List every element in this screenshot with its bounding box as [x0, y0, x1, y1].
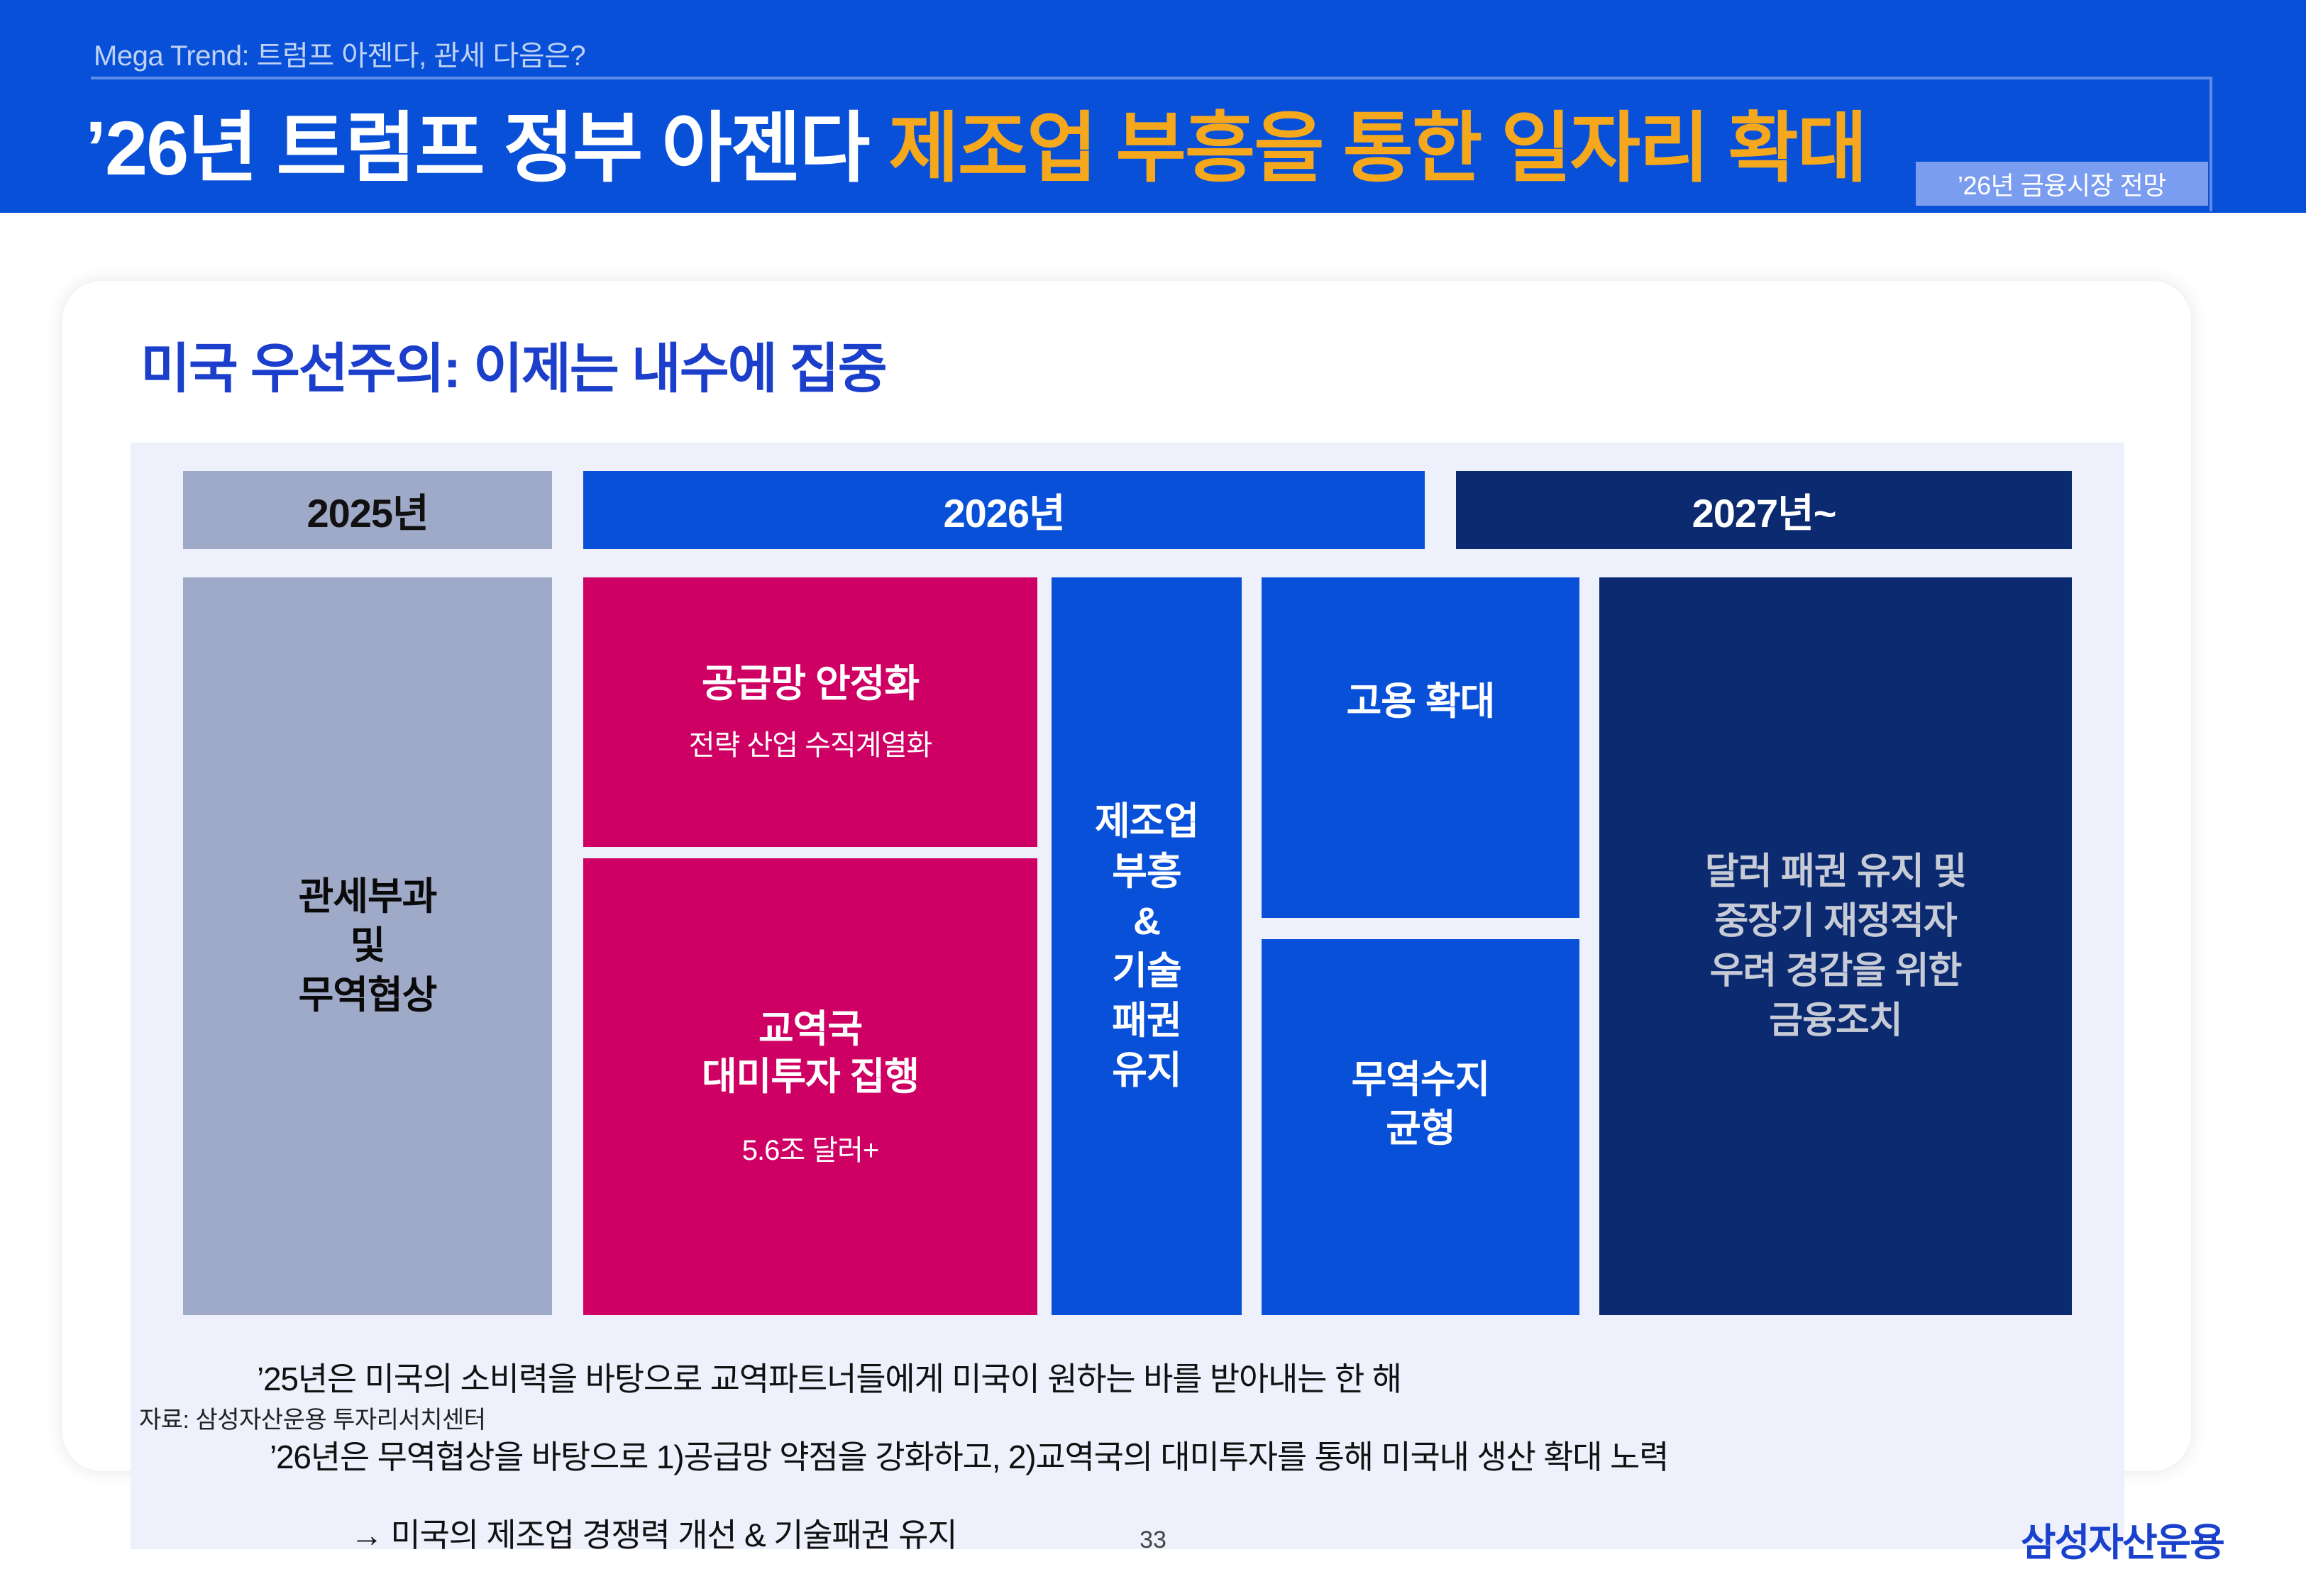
page-number: 33 — [1140, 1526, 1166, 1553]
box-manufacturing-revival: 제조업 부흥 & 기술 패권 유지 — [1052, 577, 1242, 1315]
header-divider-vertical — [2210, 77, 2212, 211]
source-note: 자료: 삼성자산운용 투자리서치센터 — [139, 1407, 486, 1434]
box-tariff-negotiation: 관세부과 및 무역협상 — [183, 577, 552, 1315]
header-badge: ’26년 금융시장 전망 — [1916, 162, 2208, 206]
note-line-2: ’26년은 무역협상을 바탕으로 1)공급망 약점을 강화하고, 2)교역국의 … — [270, 1439, 1669, 1475]
note-line-1: ’25년은 미국의 소비력을 바탕으로 교역파트너들에게 미국이 원하는 바를 … — [257, 1361, 1402, 1397]
content-card: 미국 우선주의: 이제는 내수에 집중 2025년 2026년 2027년~ 관… — [62, 281, 2191, 1553]
header-kicker: Mega Trend: 트럼프 아젠다, 관세 다음은? — [94, 40, 586, 72]
box-trade-balance: 무역수지 균형 — [1262, 939, 1579, 1315]
timeline-diagram: 2025년 2026년 2027년~ 관세부과 및 무역협상 공급망 안정화 전략 … — [131, 443, 2124, 1343]
box-employment: 고용 확대 — [1262, 577, 1579, 918]
box-supply-chain: 공급망 안정화 전략 산업 수직계열화 — [583, 577, 1037, 847]
box-dollar-hegemony-label: 달러 패권 유지 및 중장기 재정적자 우려 경감을 위한 금융조치 — [1704, 850, 1967, 1042]
box-supply-chain-subtitle: 전략 산업 수직계열화 — [688, 730, 932, 762]
slide-header: Mega Trend: 트럼프 아젠다, 관세 다음은? ’26년 트럼프 정부… — [0, 0, 2306, 213]
box-dollar-hegemony: 달러 패권 유지 및 중장기 재정적자 우려 경감을 위한 금융조치 — [1599, 577, 2072, 1315]
notes-panel: ’25년은 미국의 소비력을 바탕으로 교역파트너들에게 미국이 원하는 바를 … — [131, 1343, 2124, 1553]
page-title: ’26년 트럼프 정부 아젠다 제조업 부흥을 통한 일자리 확대 — [85, 87, 1868, 197]
year-header-2025: 2025년 — [183, 471, 552, 549]
box-manufacturing-revival-label: 제조업 부흥 & 기술 패권 유지 — [1094, 800, 1199, 1092]
page-title-accent: 제조업 부흥을 통한 일자리 확대 — [888, 105, 1868, 191]
box-investment-subtitle: 5.6조 달러+ — [741, 1134, 879, 1166]
card-title: 미국 우선주의: 이제는 내수에 집중 — [140, 339, 888, 399]
year-header-2026: 2026년 — [583, 471, 1425, 549]
box-investment: 교역국 대미투자 집행 5.6조 달러+ — [583, 858, 1037, 1315]
box-employment-label: 고용 확대 — [1346, 680, 1496, 723]
brand-logo: 삼성자산운용 — [2020, 1522, 2225, 1564]
box-investment-title: 교역국 대미투자 집행 — [701, 1007, 920, 1099]
page-title-main: ’26년 트럼프 정부 아젠다 — [85, 105, 870, 191]
header-divider-horizontal — [91, 77, 2212, 79]
box-trade-balance-label: 무역수지 균형 — [1351, 1058, 1491, 1151]
note-line-3: → 미국의 제조업 경쟁력 개선 & 기술패권 유지 — [351, 1517, 958, 1553]
year-header-2027: 2027년~ — [1456, 471, 2072, 549]
box-tariff-negotiation-label: 관세부과 및 무역협상 — [298, 875, 438, 1016]
box-supply-chain-title: 공급망 안정화 — [701, 662, 920, 705]
